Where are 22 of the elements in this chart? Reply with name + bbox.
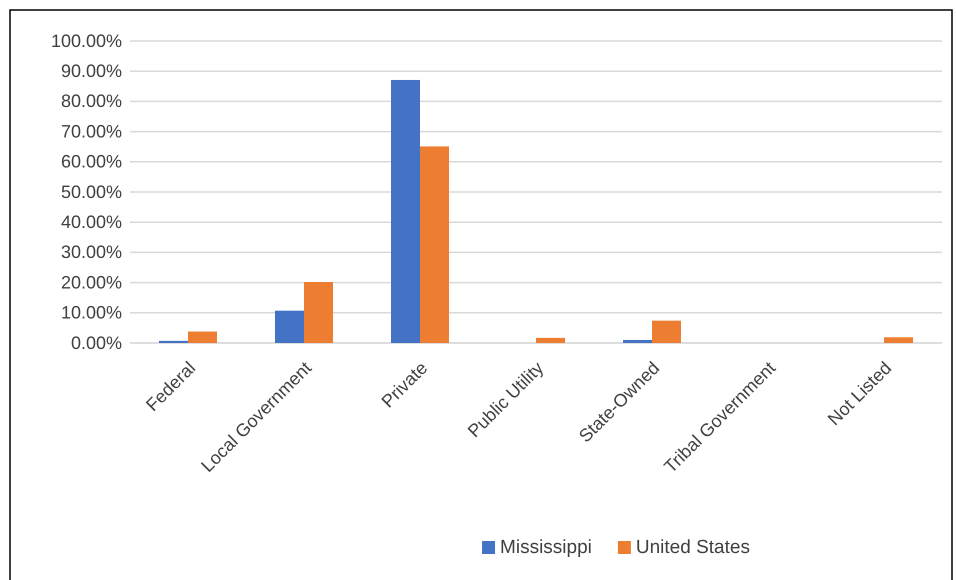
legend-label: Mississippi bbox=[500, 537, 592, 558]
y-tick-label: 50.00% bbox=[60, 182, 122, 202]
y-tick-label: 30.00% bbox=[60, 242, 122, 262]
bar bbox=[391, 80, 420, 343]
y-tick-label: 20.00% bbox=[60, 272, 122, 292]
y-tick-label: 0.00% bbox=[70, 332, 122, 353]
bar bbox=[884, 337, 913, 343]
y-tick-label: 70.00% bbox=[60, 121, 122, 142]
bar bbox=[275, 310, 304, 343]
legend-label: United States bbox=[636, 537, 750, 558]
bar bbox=[536, 338, 565, 343]
bar bbox=[623, 340, 652, 343]
bar bbox=[652, 320, 681, 343]
y-tick-label: 80.00% bbox=[60, 91, 122, 112]
bar bbox=[304, 282, 333, 343]
y-tick-label: 100.00% bbox=[50, 30, 122, 51]
y-tick-label: 10.00% bbox=[60, 302, 122, 323]
bar bbox=[188, 332, 217, 343]
bar bbox=[420, 146, 449, 343]
y-tick-label: 90.00% bbox=[60, 60, 122, 81]
y-tick-label: 40.00% bbox=[60, 212, 122, 232]
y-tick-label: 60.00% bbox=[60, 152, 122, 172]
